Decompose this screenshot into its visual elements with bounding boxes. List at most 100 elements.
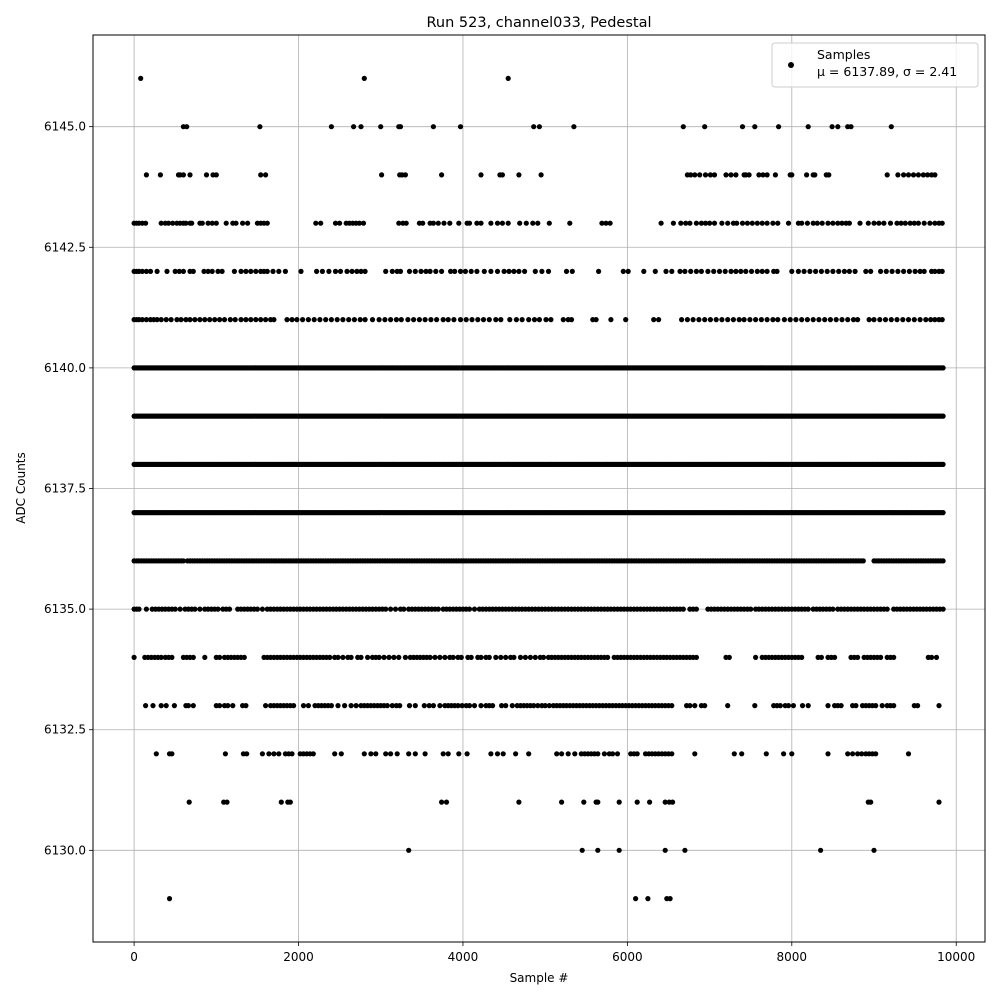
data-point xyxy=(300,703,307,709)
data-point xyxy=(749,220,755,226)
data-point xyxy=(634,751,640,757)
data-point xyxy=(814,220,820,226)
data-point xyxy=(647,799,653,805)
data-point xyxy=(693,606,700,612)
data-point xyxy=(707,317,714,323)
data-point xyxy=(499,703,505,709)
data-point xyxy=(702,220,709,226)
data-point xyxy=(608,317,614,323)
data-point xyxy=(184,124,190,130)
data-point xyxy=(344,268,350,274)
data-point xyxy=(693,220,700,226)
data-point xyxy=(898,220,904,226)
data-point xyxy=(687,703,693,709)
data-point xyxy=(207,317,213,323)
data-point xyxy=(411,317,417,323)
data-point xyxy=(855,751,861,757)
data-point xyxy=(933,654,940,661)
x-tick-label: 0 xyxy=(130,950,138,964)
data-point xyxy=(464,751,470,757)
data-point xyxy=(503,654,509,661)
data-point xyxy=(337,268,344,274)
data-point xyxy=(871,847,877,853)
data-point xyxy=(139,268,145,274)
data-point xyxy=(764,268,770,274)
data-point xyxy=(725,220,731,226)
data-point xyxy=(610,751,616,757)
data-point xyxy=(435,220,441,226)
data-point xyxy=(532,654,538,661)
data-point xyxy=(846,220,853,226)
data-point xyxy=(692,751,698,757)
data-point xyxy=(174,317,180,323)
data-point xyxy=(680,124,686,130)
data-point xyxy=(202,317,208,323)
data-point xyxy=(579,847,585,853)
data-point xyxy=(447,220,453,226)
data-point xyxy=(601,751,608,757)
data-point xyxy=(917,317,923,323)
data-point xyxy=(795,268,802,274)
data-point xyxy=(625,268,631,274)
data-point xyxy=(423,268,429,274)
data-point xyxy=(522,268,528,274)
data-point xyxy=(860,558,866,564)
data-point xyxy=(394,751,400,757)
data-point xyxy=(871,317,877,323)
data-point xyxy=(389,268,395,274)
data-point xyxy=(154,317,160,323)
data-point xyxy=(335,703,341,709)
data-point xyxy=(690,317,696,323)
data-point xyxy=(351,317,357,323)
data-point xyxy=(192,317,198,323)
data-point xyxy=(397,268,404,274)
data-point xyxy=(164,268,170,274)
data-point xyxy=(887,220,894,226)
data-point xyxy=(719,317,725,323)
data-point xyxy=(775,317,781,323)
data-point xyxy=(205,220,211,226)
y-tick-label: 6142.5 xyxy=(44,240,86,254)
data-point xyxy=(172,606,178,612)
data-point xyxy=(846,268,853,274)
y-axis-label: ADC Counts xyxy=(14,452,28,524)
x-axis-label: Sample # xyxy=(510,971,569,985)
data-point xyxy=(526,751,532,757)
data-point xyxy=(227,317,233,323)
data-point xyxy=(327,654,333,661)
data-point xyxy=(406,703,413,709)
data-point xyxy=(781,317,788,323)
data-point xyxy=(253,268,259,274)
data-point xyxy=(351,124,357,130)
data-point xyxy=(158,220,164,226)
data-point xyxy=(430,124,436,130)
data-point xyxy=(412,703,418,709)
data-point xyxy=(787,317,793,323)
data-point xyxy=(383,606,389,612)
data-point xyxy=(859,751,865,757)
data-point xyxy=(917,268,923,274)
data-point xyxy=(258,172,264,178)
data-point xyxy=(770,317,776,323)
data-point xyxy=(317,317,323,323)
data-point xyxy=(180,558,186,564)
data-point xyxy=(878,268,884,274)
data-point xyxy=(540,654,547,661)
data-point xyxy=(818,847,824,853)
y-axis-ticks: 6130.0 6132.5 6135.0 6137.5 6140.0 6142.5 6145… xyxy=(44,120,93,857)
data-point xyxy=(143,172,149,178)
data-point xyxy=(430,703,436,709)
data-point xyxy=(871,220,877,226)
data-point xyxy=(532,268,538,274)
data-point xyxy=(734,220,740,226)
data-point xyxy=(692,703,698,709)
data-point xyxy=(432,654,438,661)
data-point xyxy=(670,220,677,226)
data-point xyxy=(186,799,192,805)
data-point xyxy=(571,124,577,130)
x-tick-label: 8000 xyxy=(777,950,808,964)
data-point xyxy=(825,703,831,709)
data-point xyxy=(693,268,700,274)
data-point xyxy=(816,317,822,323)
data-point xyxy=(719,220,725,226)
